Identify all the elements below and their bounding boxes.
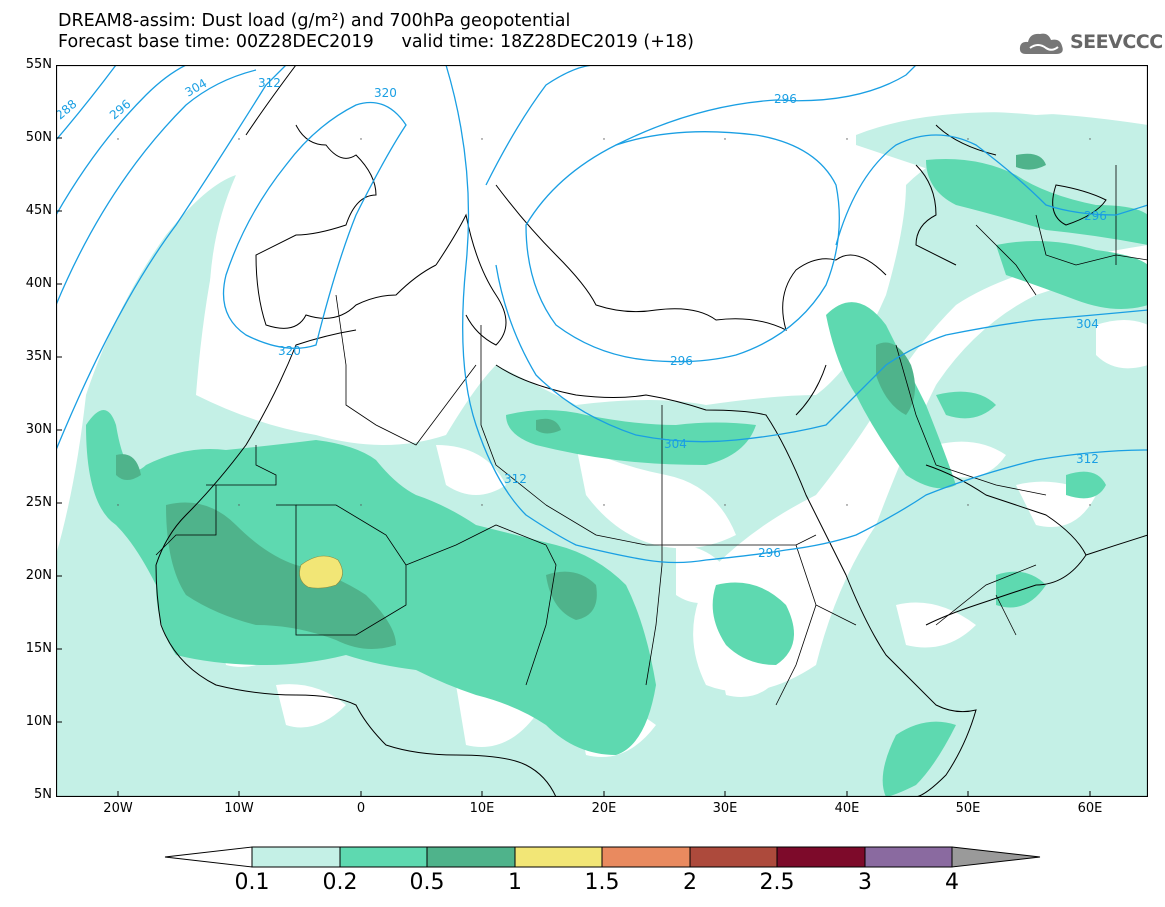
legend-label-6: 2.5 <box>759 870 795 895</box>
legend-swatch-0 <box>251 846 341 868</box>
contour-296 <box>56 65 187 216</box>
lat-label-10n: 10N <box>25 714 52 729</box>
cloud-icon <box>1019 33 1063 54</box>
contour-label-320b: 320 <box>278 344 301 358</box>
lat-label-30n: 30N <box>25 422 52 437</box>
legend-label-2: 0.5 <box>409 870 445 895</box>
lat-label-25n: 25N <box>25 495 52 510</box>
contour-label-296c: 296 <box>1084 209 1107 223</box>
lon-label-0: 0 <box>356 801 366 816</box>
legend-label-8: 4 <box>945 870 959 895</box>
legend-swatch-1 <box>339 846 428 868</box>
legend-label-4: 1.5 <box>584 870 620 895</box>
contour-label-312b: 312 <box>504 472 527 486</box>
axis-ticks <box>56 65 1091 797</box>
contour-label-296d: 296 <box>670 354 693 368</box>
legend-label-0: 0.1 <box>234 870 270 895</box>
lon-label-20e: 20E <box>591 801 617 816</box>
contour-label-304b: 304 <box>664 437 687 451</box>
legend-label-1: 0.2 <box>322 870 358 895</box>
contour-320b <box>445 65 1148 564</box>
legend-label-5: 2 <box>683 870 697 895</box>
contour-296-ne <box>835 134 1148 246</box>
contour-296-east <box>615 65 917 146</box>
legend-swatch-3 <box>514 846 603 868</box>
grid-dots <box>117 138 1091 506</box>
lat-label-50n: 50N <box>25 130 52 145</box>
lat-label-45n: 45N <box>25 203 52 218</box>
lon-label-10e: 10E <box>469 801 495 816</box>
legend-swatch-2 <box>426 846 516 868</box>
contour-label-312d: 296 <box>758 546 781 560</box>
lat-label-15n: 15N <box>25 641 52 656</box>
contour-label-296b: 296 <box>774 92 797 106</box>
contour-288 <box>56 65 117 141</box>
contour-320 <box>222 101 407 349</box>
lat-label-20n: 20N <box>25 568 52 583</box>
logo-text: SEEVCCC <box>1070 31 1163 53</box>
lat-label-5n: 5N <box>34 787 52 802</box>
lon-label-60e: 60E <box>1077 801 1103 816</box>
dust-shading-max <box>299 555 343 589</box>
legend-swatch-7 <box>864 846 953 868</box>
map-title: DREAM8-assim: Dust load (g/m²) and 700hP… <box>58 11 571 31</box>
legend-over-arrow <box>951 846 1041 868</box>
country-borders <box>155 165 1148 706</box>
lat-label-35n: 35N <box>25 349 52 364</box>
lat-label-40n: 40N <box>25 276 52 291</box>
contour-296-mid <box>525 131 840 363</box>
contour-312 <box>56 65 287 451</box>
lon-label-50e: 50E <box>955 801 981 816</box>
seevccc-logo: SEEVCCC <box>1018 28 1163 58</box>
legend-label-7: 3 <box>858 870 872 895</box>
lon-label-20w: 20W <box>103 801 133 816</box>
lon-label-30e: 30E <box>712 801 738 816</box>
contour-label-304c: 304 <box>1076 317 1099 331</box>
contour-label-312: 312 <box>258 76 281 90</box>
lon-label-10w: 10W <box>224 801 254 816</box>
contour-label-312c: 312 <box>1076 452 1099 466</box>
legend-swatch-4 <box>601 846 691 868</box>
legend-label-3: 1 <box>508 870 522 895</box>
legend-under-arrow <box>164 846 253 868</box>
dust-shading-high <box>116 153 1046 649</box>
lat-label-55n: 55N <box>25 57 52 72</box>
geopotential-contours <box>56 65 1148 564</box>
contour-304 <box>56 69 257 306</box>
contour-304-mid <box>485 65 1148 443</box>
dust-map: 288 296 304 312 320 320 296 296 304 304 … <box>56 65 1148 797</box>
contour-labels: 288 296 304 312 320 320 296 296 304 304 … <box>56 76 1107 560</box>
legend-swatch-5 <box>689 846 778 868</box>
legend-swatch-6 <box>776 846 866 868</box>
map-subtitle: Forecast base time: 00Z28DEC2019 valid t… <box>58 32 694 52</box>
contour-label-320: 320 <box>374 86 397 100</box>
coastlines <box>155 65 1148 797</box>
lon-label-40e: 40E <box>834 801 860 816</box>
